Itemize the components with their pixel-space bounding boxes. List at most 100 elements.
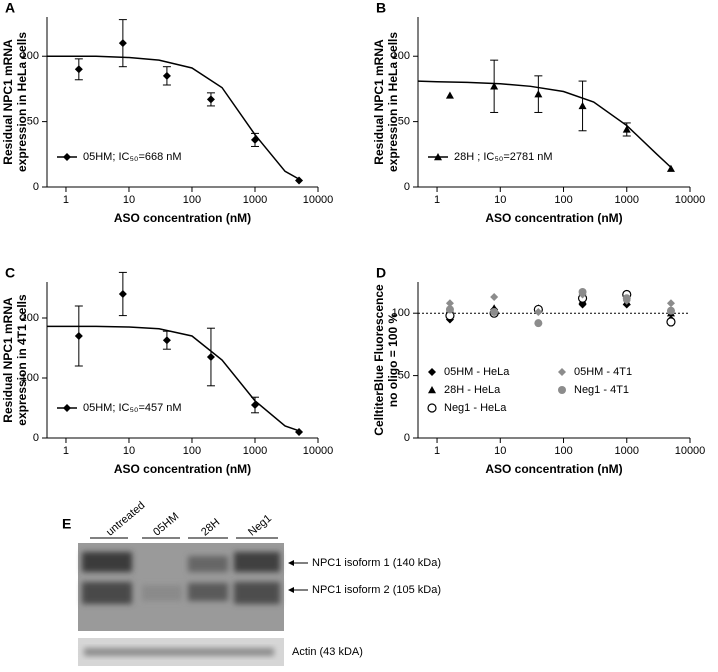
legend-label: 28H - HeLa [444,384,501,396]
legend-label: 05HM - 4T1 [574,366,632,378]
x-tick-label: 1000 [243,194,267,206]
legend-marker [558,386,566,394]
y-axis-label: Residual NPC1 mRNA [1,39,15,165]
x-axis-label: ASO concentration (nM) [485,462,622,476]
marker [162,336,171,345]
y-tick-label: 50 [398,370,410,382]
marker [578,287,587,296]
fit-curve [47,325,300,432]
marker [295,428,304,436]
band-label: Actin (43 kDA) [292,646,363,658]
x-tick-label: 100 [183,445,201,457]
x-tick-label: 10 [123,194,135,206]
panel-letter: C [5,265,15,281]
y-axis-label: Residual NPC1 mRNA [1,297,15,423]
marker [295,176,304,185]
x-tick-label: 1 [63,194,69,206]
x-tick-label: 1000 [615,445,639,457]
x-tick-label: 1000 [243,445,267,457]
marker [250,401,259,409]
y-tick-label: 100 [392,307,410,319]
marker [445,305,454,314]
marker [74,65,83,74]
arrow-head [288,587,294,593]
y-tick-label: 0 [33,181,39,193]
legend-marker [63,153,71,161]
marker [622,294,631,303]
marker [490,292,499,301]
x-axis-label: ASO concentration (nM) [485,211,622,225]
arrow-head [288,560,294,566]
marker [74,332,83,340]
lane-label: 28H [199,516,222,538]
lane-label: untreated [104,499,147,538]
marker [162,71,171,80]
x-tick-label: 1 [434,445,440,457]
legend-label: Neg1 - HeLa [444,402,507,414]
panel-letter: E [62,516,71,532]
x-tick-label: 10 [494,194,506,206]
legend-label: 05HM - HeLa [444,366,510,378]
y-tick-label: 0 [404,432,410,444]
panel-letter: D [376,265,386,281]
marker [534,307,543,316]
x-tick-label: 10000 [675,194,706,206]
panel-letter: A [5,0,15,16]
marker [445,91,454,99]
marker [622,125,631,133]
blot-bands [82,552,280,604]
marker [666,306,675,315]
marker [490,82,499,90]
legend-marker [427,403,437,413]
legend-label: 28H ; IC₅₀=2781 nM [454,151,553,163]
marker [206,353,215,361]
x-tick-label: 10 [494,445,506,457]
band-label: NPC1 isoform 2 (105 kDa) [312,584,441,596]
legend-marker [434,153,442,161]
fit-curve [47,55,300,180]
x-tick-label: 100 [183,194,201,206]
y-tick-label: 0 [404,181,410,193]
marker [578,101,587,110]
x-tick-label: 10000 [303,194,334,206]
x-axis-label: ASO concentration (nM) [114,462,251,476]
x-tick-label: 100 [554,194,572,206]
x-tick-label: 1 [63,445,69,457]
lane-label: 05HM [151,510,181,538]
y-axis-label: expression in 4T1 cells [15,294,29,426]
marker [666,164,675,172]
y-tick-label: 50 [398,116,410,128]
marker [206,95,215,104]
y-tick-label: 100 [21,50,39,62]
x-tick-label: 100 [554,445,572,457]
legend-marker [428,386,436,394]
marker [534,90,543,98]
panel-letter: B [376,0,386,16]
y-tick-label: 200 [21,312,39,324]
marker [534,319,543,328]
lane-label: Neg1 [246,512,274,538]
marker [250,135,259,144]
y-axis-label: no oligo = 100 % [386,312,400,407]
marker [118,290,127,298]
fit-curve [417,80,672,168]
legend-marker [428,368,436,376]
y-axis-label: expression in HeLa cells [15,32,29,172]
x-tick-label: 10 [123,445,135,457]
x-axis-label: ASO concentration (nM) [114,211,251,225]
y-axis-label: expression in HeLa cells [386,32,400,172]
x-tick-label: 10000 [675,445,706,457]
marker [666,317,676,327]
x-tick-label: 1000 [615,194,639,206]
marker [666,299,675,308]
x-tick-label: 1 [434,194,440,206]
y-axis-label: Residual NPC1 mRNA [372,39,386,165]
y-tick-label: 100 [392,50,410,62]
band-label: NPC1 isoform 1 (140 kDa) [312,557,441,569]
y-tick-label: 0 [33,432,39,444]
legend-marker [558,368,566,376]
marker [118,39,127,48]
y-axis-label: CelltiterBlue Fluorescence [372,284,386,436]
